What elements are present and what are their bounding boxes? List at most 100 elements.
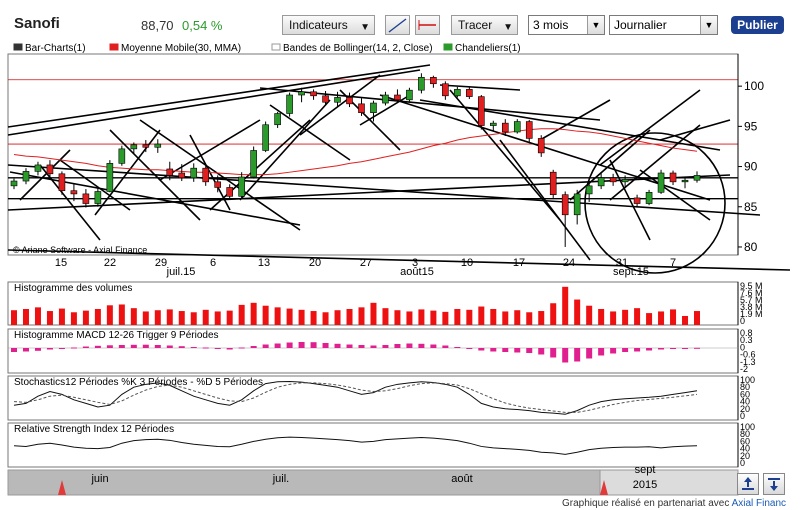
rsi-title: Relative Strength Index 12 Périodes bbox=[14, 424, 174, 435]
x-tick-label: 17 bbox=[513, 257, 525, 269]
macd-bar bbox=[82, 346, 89, 348]
rsi-frame bbox=[7, 422, 739, 468]
macd-bar bbox=[118, 345, 125, 348]
macd-bar bbox=[22, 348, 29, 352]
trend-line bbox=[94, 129, 161, 216]
volume-bar bbox=[598, 308, 605, 325]
trend-line bbox=[269, 104, 351, 161]
candle-body bbox=[609, 177, 617, 183]
macd-bar bbox=[202, 347, 209, 349]
macd-bar bbox=[142, 344, 149, 348]
x-tick-label: 10 bbox=[461, 257, 473, 269]
trend-line-button[interactable] bbox=[385, 15, 410, 35]
volume-bar bbox=[166, 309, 173, 325]
trend-line bbox=[19, 149, 71, 201]
rsi-tick-label: 60 bbox=[740, 436, 750, 446]
candle-body bbox=[454, 89, 461, 97]
candle-body bbox=[310, 91, 317, 97]
volume-bar bbox=[322, 312, 329, 325]
macd-bar bbox=[670, 348, 677, 349]
rsi-panel: Relative Strength Index 12 Périodes 10080… bbox=[7, 422, 755, 468]
volume-bar bbox=[502, 311, 509, 325]
toolbar: Sanofi 88,70 0,54 % Indicateurs ▼ Tracer… bbox=[0, 0, 801, 40]
chevron-down-icon: ▼ bbox=[503, 22, 513, 33]
macd-bar bbox=[394, 344, 401, 348]
timeline-month-label: sept bbox=[635, 464, 656, 476]
macd-bar bbox=[94, 345, 101, 348]
trend-line bbox=[7, 164, 761, 216]
volume-tick-label: 9.5 M bbox=[740, 281, 763, 291]
trend-line bbox=[599, 89, 701, 166]
nav-up-button[interactable] bbox=[737, 473, 759, 495]
timeline-navigator[interactable]: juin juil. août sept 2015 bbox=[7, 464, 739, 496]
circle-annotation bbox=[584, 132, 726, 274]
trend-line bbox=[359, 94, 411, 126]
volume-bar bbox=[574, 299, 581, 325]
candle-body bbox=[478, 96, 485, 126]
month-label: août15 bbox=[400, 266, 434, 278]
macd-bar bbox=[634, 348, 641, 352]
volume-bar bbox=[202, 309, 209, 325]
chevron-down-icon: ▼ bbox=[700, 16, 717, 34]
macd-bar bbox=[298, 342, 305, 348]
rsi-tick-label: 0 bbox=[740, 458, 745, 468]
timeline-month-label: août bbox=[451, 473, 472, 485]
candle-body bbox=[262, 124, 269, 151]
macd-bar bbox=[418, 343, 425, 348]
volume-bar bbox=[538, 311, 545, 325]
period-select[interactable]: 3 mois ▼ bbox=[528, 15, 605, 35]
candle-body bbox=[154, 143, 162, 148]
macd-bar bbox=[646, 348, 653, 351]
candle-body bbox=[489, 122, 497, 126]
candle-body bbox=[118, 148, 126, 164]
macd-bar bbox=[238, 347, 245, 349]
candle-body bbox=[430, 77, 437, 85]
macd-bar bbox=[262, 344, 269, 348]
chevron-down-icon: ▼ bbox=[360, 22, 370, 33]
trend-line bbox=[59, 159, 131, 211]
legend-swatch bbox=[271, 43, 281, 51]
draw-label: Tracer bbox=[458, 18, 493, 32]
draw-button[interactable]: Tracer ▼ bbox=[451, 15, 518, 35]
trend-line bbox=[609, 159, 651, 241]
month-label: juil.15 bbox=[166, 266, 196, 278]
macd-bar bbox=[526, 348, 533, 353]
macd-panel: Histogramme MACD 12-26 Trigger 9 Période… bbox=[7, 328, 756, 374]
rsi-tick-label: 100 bbox=[740, 422, 755, 432]
macd-bar bbox=[562, 348, 569, 363]
nav-down-icon bbox=[768, 478, 780, 491]
macd-bar bbox=[622, 348, 629, 352]
navigator-right-handle bbox=[600, 480, 608, 495]
timeline-month-label: juil. bbox=[272, 473, 290, 485]
volume-tick-label: 3.8 M bbox=[740, 302, 763, 312]
volume-tick-label: 7.6 M bbox=[740, 288, 763, 298]
macd-bar bbox=[454, 347, 461, 348]
period-value: 3 mois bbox=[533, 18, 569, 32]
candle-body bbox=[442, 83, 449, 97]
macd-bar bbox=[442, 345, 449, 348]
footer-link[interactable]: Axial Financ bbox=[731, 498, 787, 509]
legend-item-label: Bandes de Bollinger(14, 2, Close) bbox=[283, 43, 433, 54]
volume-bar bbox=[178, 311, 185, 325]
candle-body bbox=[657, 172, 665, 193]
macd-bar bbox=[226, 348, 233, 350]
publish-button[interactable]: Publier bbox=[731, 16, 784, 34]
navigator-window bbox=[599, 469, 739, 496]
instrument-name: Sanofi bbox=[14, 15, 60, 32]
navigator-left-handle bbox=[58, 480, 66, 495]
candle-body bbox=[394, 94, 401, 101]
nav-down-button[interactable] bbox=[763, 473, 785, 495]
copyright-text: © Ariane Software - Axial Finance bbox=[13, 245, 147, 255]
indicators-button[interactable]: Indicateurs ▼ bbox=[282, 15, 375, 35]
horizontal-line-button[interactable] bbox=[415, 15, 440, 35]
stochastics-title: Stochastics12 Périodes %K 3 Périodes - %… bbox=[14, 377, 263, 388]
x-tick-label: 3 bbox=[412, 257, 418, 269]
volume-bar bbox=[274, 307, 281, 325]
interval-select[interactable]: Journalier ▼ bbox=[609, 15, 718, 35]
instrument-price: 88,70 bbox=[141, 18, 174, 33]
volume-panel: Histogramme des volumes 9.5 M7.6 M5.7 M3.… bbox=[7, 281, 763, 326]
candle-body bbox=[358, 103, 365, 113]
macd-bar bbox=[550, 348, 557, 358]
x-tick-label: 29 bbox=[155, 257, 167, 269]
trend-line bbox=[9, 171, 301, 226]
